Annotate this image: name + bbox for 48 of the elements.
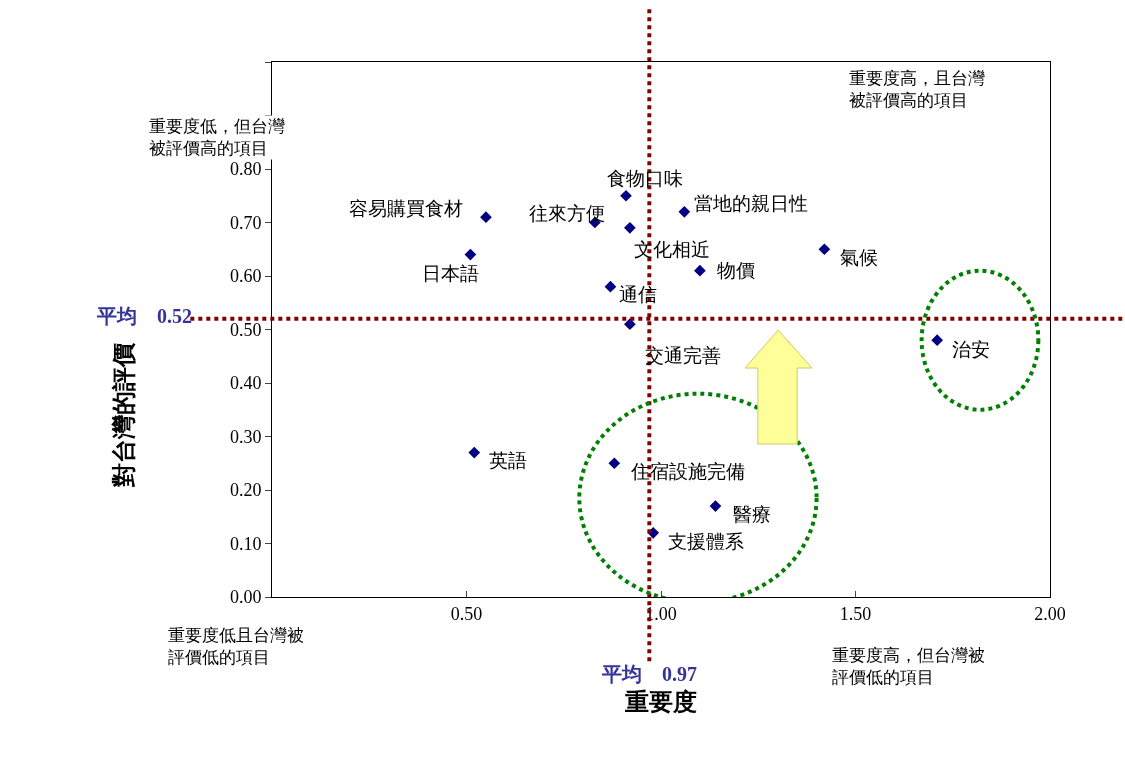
- annotation: 容易購買食材: [349, 198, 463, 219]
- annotation: 交通完善: [645, 345, 721, 366]
- x-axis-title: 重要度: [624, 688, 697, 715]
- point: [624, 318, 636, 330]
- y-axis-title: 對台灣的評價: [110, 341, 137, 488]
- annotation: 文化相近: [634, 239, 710, 260]
- point: [931, 334, 944, 347]
- point: [608, 457, 621, 470]
- point: [604, 280, 617, 293]
- x-tick-label: 2.00: [1034, 603, 1066, 624]
- text: 重要度低且台灣被評價低的項目: [168, 626, 304, 668]
- y-tick-label: 0.10: [229, 533, 262, 554]
- y-tick-label: 0.00: [229, 587, 262, 608]
- annotation: 通信: [619, 284, 657, 305]
- y-tick-label: 0.30: [229, 426, 262, 447]
- point: [818, 243, 831, 256]
- annotation: 物價: [717, 260, 755, 281]
- ref-line-label: 平均 0.97: [601, 663, 697, 685]
- annotation: 支援體系: [668, 531, 744, 552]
- y-tick-label: 0.50: [229, 319, 262, 340]
- text: 重要度高，但台灣被評價低的項目: [832, 646, 985, 688]
- y-tick-label: 0.60: [229, 266, 262, 287]
- annotation: 英語: [489, 450, 527, 471]
- y-tick-label: 0.40: [229, 373, 262, 394]
- ref-line-label: 平均 0.52: [96, 305, 192, 327]
- y-tick-label: 0.20: [229, 480, 262, 501]
- annotation: 重要度低，但台灣被評價高的項目: [149, 117, 285, 159]
- annotation: 住宿設施完備: [630, 461, 745, 482]
- annotation: 食物口味: [607, 168, 683, 189]
- point: [678, 205, 691, 218]
- x-tick-label: 0.50: [450, 603, 483, 624]
- x-tick-label: 1.50: [839, 603, 872, 624]
- annotation: 重要度高，且台灣被評價高的項目: [849, 69, 985, 111]
- annotation: 日本語: [422, 263, 479, 284]
- annotation: 氣候: [840, 247, 878, 268]
- point: [468, 446, 481, 459]
- y-tick-label: 0.80: [229, 159, 262, 180]
- point: [464, 248, 477, 261]
- point: [709, 500, 722, 512]
- point: [694, 264, 706, 277]
- point: [620, 189, 632, 202]
- annotation: 當地的親日性: [694, 193, 808, 214]
- annotation: 醫療: [733, 504, 771, 525]
- y-tick-label: 0.70: [229, 212, 262, 233]
- point: [624, 222, 636, 234]
- point: [480, 211, 492, 223]
- annotation: 治安: [952, 339, 990, 360]
- annotation: 往來方便: [529, 203, 605, 224]
